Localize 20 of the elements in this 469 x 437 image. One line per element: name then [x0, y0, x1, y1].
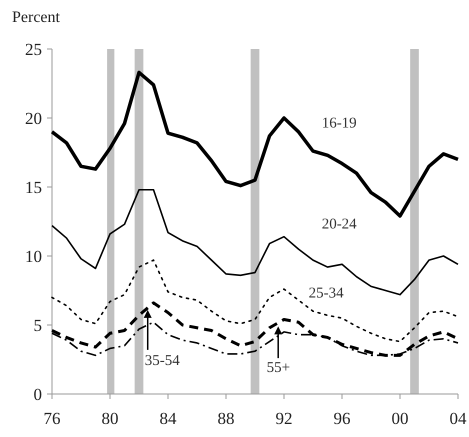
- y-tick-label: 0: [34, 384, 42, 404]
- series-label: 16-19: [322, 116, 357, 132]
- y-tick-label: 25: [25, 40, 42, 59]
- x-tick-label: 96: [334, 409, 350, 428]
- series-label: 25-34: [308, 285, 344, 302]
- y-tick-label: 15: [25, 178, 42, 197]
- annotation: 55+: [266, 360, 290, 376]
- x-tick-label: 00: [392, 409, 408, 428]
- series-label: 20-24: [322, 216, 358, 232]
- x-tick-label: 04: [450, 409, 467, 428]
- y-tick-label: 20: [25, 108, 42, 128]
- x-tick-label: 84: [160, 409, 177, 428]
- x-tick-label: 88: [218, 409, 234, 428]
- y-tick-label: 5: [34, 316, 42, 335]
- y-axis-title: Percent: [12, 9, 61, 26]
- y-tick-label: 10: [25, 246, 42, 266]
- x-tick-label: 76: [44, 409, 60, 428]
- x-tick-label: 80: [102, 409, 118, 428]
- annotation: 35-54: [144, 353, 180, 370]
- x-tick-label: 92: [276, 409, 292, 428]
